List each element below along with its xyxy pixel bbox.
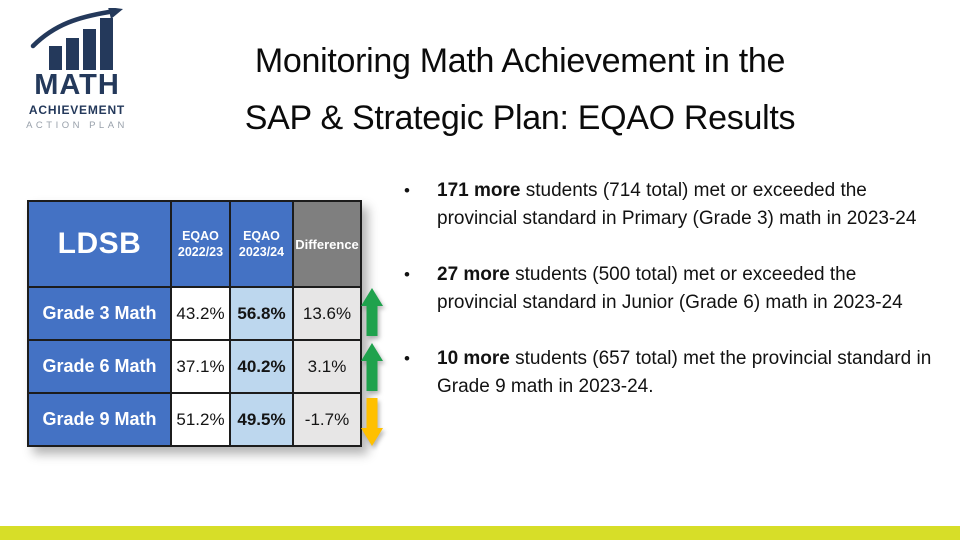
- bullet-grade-9-text: 10 more students (657 total) met the pro…: [437, 345, 939, 401]
- column-header-eqao-2022-23-line1: EQAO: [182, 228, 219, 243]
- bullet-marker: •: [404, 181, 410, 200]
- table-row-grade-6: Grade 6 Math 37.1% 40.2% 3.1%: [27, 339, 362, 394]
- grade-6-difference-value: 3.1%: [292, 339, 362, 394]
- grade-6-increase-up-arrow-icon: [361, 343, 383, 391]
- grade-9-eqao-2022-23-value: 51.2%: [170, 392, 231, 447]
- table-header-row: LDSB EQAO 2022/23 EQAO 2023/24 Differenc…: [27, 200, 362, 288]
- bullet-grade-6-rest: students (500 total) met or exceeded the…: [437, 264, 903, 313]
- bullet-grade-3-summary: • 171 more students (714 total) met or e…: [404, 177, 944, 233]
- grade-6-eqao-2023-24-value: 40.2%: [229, 339, 294, 394]
- column-header-eqao-2023-24-line2: 2023/24: [238, 245, 285, 259]
- logo-word-achievement: ACHIEVEMENT: [28, 103, 126, 117]
- grade-3-difference-value: 13.6%: [292, 286, 362, 341]
- grade-3-eqao-2023-24-value: 56.8%: [229, 286, 294, 341]
- bullet-grade-3-rest: students (714 total) met or exceeded the…: [437, 180, 917, 229]
- grade-6-eqao-2022-23-value: 37.1%: [170, 339, 231, 394]
- table-row-grade-3: Grade 3 Math 43.2% 56.8% 13.6%: [27, 286, 362, 341]
- logo-word-math: MATH: [34, 69, 120, 101]
- bullet-grade-9-bold: 10 more: [437, 348, 510, 369]
- grade-9-decrease-down-arrow-icon: [361, 398, 383, 446]
- bullet-grade-9-rest: students (657 total) met the provincial …: [437, 348, 932, 397]
- row-label-grade-9-math: Grade 9 Math: [27, 392, 172, 447]
- table-row-grade-9: Grade 9 Math 51.2% 49.5% -1.7%: [27, 392, 362, 447]
- grade-3-increase-up-arrow-icon: [361, 288, 383, 336]
- math-achievement-action-plan-logo: MATH ACHIEVEMENT ACTION PLAN: [12, 8, 142, 131]
- bottom-accent-bar: [0, 526, 960, 540]
- grade-3-eqao-2022-23-value: 43.2%: [170, 286, 231, 341]
- column-header-eqao-2023-24-line1: EQAO: [243, 228, 280, 243]
- bullet-grade-6-summary: • 27 more students (500 total) met or ex…: [404, 261, 944, 317]
- bullet-grade-6-bold: 27 more: [437, 264, 510, 285]
- bullet-grade-6-text: 27 more students (500 total) met or exce…: [437, 261, 939, 317]
- column-header-eqao-2022-23: EQAO 2022/23: [170, 200, 231, 288]
- row-label-grade-6-math: Grade 6 Math: [27, 339, 172, 394]
- column-header-eqao-2023-24: EQAO 2023/24: [229, 200, 294, 288]
- bullet-grade-3-bold: 171 more: [437, 180, 521, 201]
- table-corner-ldsb: LDSB: [27, 200, 172, 288]
- slide-title: Monitoring Math Achievement in the SAP &…: [100, 40, 940, 139]
- summary-bullet-list: • 171 more students (714 total) met or e…: [404, 177, 944, 429]
- eqao-results-table: LDSB EQAO 2022/23 EQAO 2023/24 Differenc…: [27, 200, 362, 447]
- growth-bar-chart-icon: [30, 8, 123, 70]
- bullet-grade-3-text: 171 more students (714 total) met or exc…: [437, 177, 939, 233]
- slide-title-line-2: SAP & Strategic Plan: EQAO Results: [244, 99, 796, 137]
- bullet-marker: •: [404, 349, 410, 368]
- column-header-difference: Difference: [292, 200, 362, 288]
- bullet-grade-9-summary: • 10 more students (657 total) met the p…: [404, 345, 944, 401]
- grade-9-eqao-2023-24-value: 49.5%: [229, 392, 294, 447]
- row-label-grade-3-math: Grade 3 Math: [27, 286, 172, 341]
- logo-word-action-plan: ACTION PLAN: [26, 120, 128, 131]
- grade-9-difference-value: -1.7%: [292, 392, 362, 447]
- bullet-marker: •: [404, 265, 410, 284]
- column-header-eqao-2022-23-line2: 2022/23: [177, 245, 224, 259]
- slide-title-line-1: Monitoring Math Achievement in the: [254, 42, 786, 80]
